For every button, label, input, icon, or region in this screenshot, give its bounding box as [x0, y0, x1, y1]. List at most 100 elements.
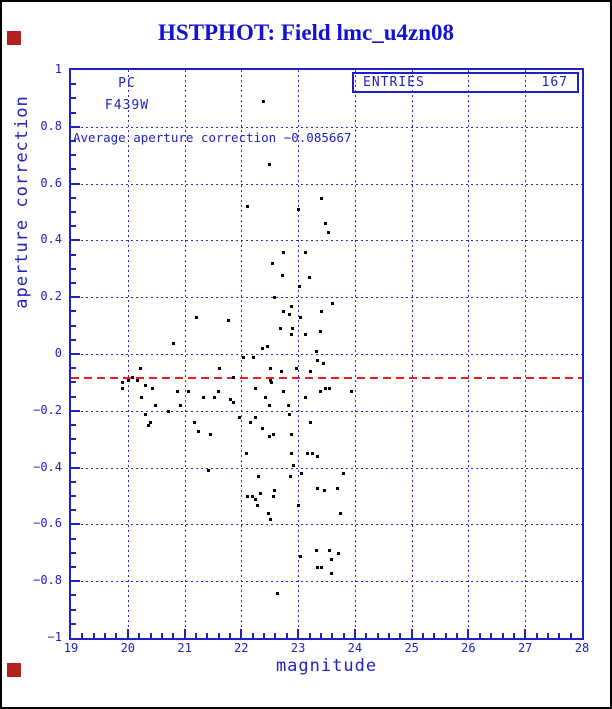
scatter-point	[298, 554, 302, 558]
grid-y-line	[71, 297, 582, 299]
scatter-point	[175, 389, 179, 393]
y-tick	[71, 296, 80, 299]
x-tick	[331, 633, 334, 638]
scatter-point	[288, 313, 291, 317]
scatter-point	[242, 355, 245, 359]
page-title: HSTPHOT: Field lmc_u4zn08	[157, 20, 455, 45]
scatter-point	[282, 310, 286, 314]
y-tick	[71, 608, 76, 611]
scatter-point	[298, 316, 302, 320]
scatter-point	[148, 421, 152, 425]
corner-marker-bottom-icon	[7, 663, 21, 677]
scatter-point	[120, 381, 124, 385]
scatter-point	[280, 273, 284, 277]
scatter-point	[289, 475, 293, 479]
scatter-point	[231, 401, 235, 405]
y-tick	[71, 83, 76, 86]
scatter-point	[280, 370, 284, 373]
scatter-point	[297, 503, 301, 507]
scatter-point	[150, 387, 154, 391]
y-tick-label: 0.8	[40, 118, 62, 133]
grid-y-line	[71, 240, 582, 242]
scatter-point	[264, 395, 268, 399]
scatter-point	[254, 387, 257, 391]
scatter-point	[227, 318, 231, 322]
scatter-point	[271, 495, 275, 498]
x-tick-label: 20	[120, 641, 136, 655]
y-tick	[71, 310, 76, 313]
y-tick	[71, 267, 76, 270]
scatter-point	[318, 389, 322, 393]
scatter-point	[300, 472, 303, 476]
x-tick	[569, 633, 572, 638]
entries-label: ENTRIES	[363, 75, 425, 90]
scatter-point	[154, 404, 157, 408]
y-tick	[71, 395, 76, 398]
scatter-point	[246, 495, 249, 498]
x-tick	[308, 633, 311, 638]
x-tick	[433, 633, 436, 638]
entries-value: 167	[541, 75, 568, 90]
scatter-point	[238, 415, 242, 419]
scatter-point	[268, 404, 272, 408]
scatter-point	[197, 429, 201, 433]
y-tick	[71, 509, 76, 512]
scatter-point	[318, 330, 322, 334]
entries-box: ENTRIES 167	[352, 72, 579, 93]
scatter-point	[323, 387, 327, 391]
y-tick-label: −0.6	[33, 516, 62, 531]
grid-y-line	[71, 126, 582, 128]
x-tick	[160, 633, 163, 638]
scatter-point	[327, 230, 331, 234]
scatter-point	[135, 378, 139, 382]
scatter-point	[261, 100, 265, 104]
y-tick	[71, 282, 76, 284]
scatter-point	[231, 375, 235, 379]
scatter-point	[309, 370, 312, 373]
scatter-point	[307, 276, 311, 280]
scatter-point	[246, 205, 249, 209]
scatter-point	[315, 566, 319, 569]
grid-y-line	[71, 524, 582, 526]
scatter-point	[335, 486, 339, 490]
x-tick-label: 26	[461, 641, 476, 655]
scatter-point	[269, 381, 273, 385]
x-tick	[297, 629, 300, 638]
y-tick	[71, 353, 80, 355]
x-tick	[285, 633, 288, 638]
scatter-point	[290, 327, 294, 331]
scatter-point	[294, 367, 298, 371]
scatter-point	[306, 452, 310, 456]
x-tick	[444, 633, 447, 638]
x-tick	[183, 629, 186, 638]
plot-area: ENTRIES 167 PC F439W Average aperture co…	[69, 68, 584, 640]
grid-y-line	[71, 581, 582, 583]
y-tick	[71, 424, 76, 426]
scatter-point	[323, 489, 327, 493]
x-tick	[92, 633, 95, 638]
y-tick	[71, 409, 80, 412]
scatter-point	[140, 395, 144, 399]
scatter-point	[298, 284, 302, 288]
x-tick	[376, 633, 379, 638]
scatter-point	[252, 355, 256, 359]
y-tick	[71, 381, 76, 384]
scatter-point	[289, 304, 293, 308]
x-tick	[478, 633, 481, 638]
scatter-point	[268, 162, 272, 166]
scatter-point	[319, 566, 323, 569]
x-tick	[240, 629, 243, 638]
scatter-point	[138, 367, 142, 371]
scatter-point	[281, 250, 285, 254]
scatter-point	[273, 296, 277, 300]
scatter-point	[126, 378, 130, 382]
y-tick	[71, 452, 76, 455]
y-tick	[71, 168, 76, 171]
scatter-point	[268, 367, 272, 371]
scatter-point	[297, 208, 301, 212]
x-tick	[365, 633, 368, 638]
scatter-point	[259, 492, 263, 496]
x-tick	[342, 633, 345, 638]
scatter-point	[251, 495, 255, 498]
scatter-point	[166, 409, 170, 413]
